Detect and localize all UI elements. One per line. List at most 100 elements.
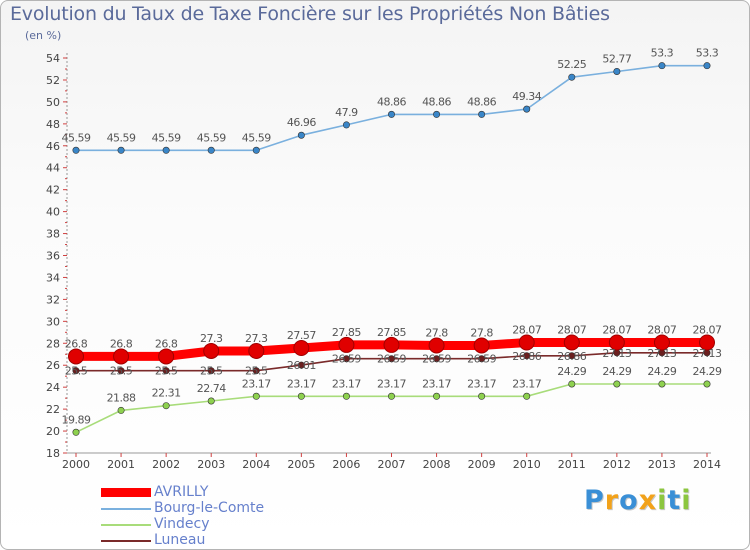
data-point xyxy=(342,392,350,400)
data-point xyxy=(523,352,531,360)
legend-swatch xyxy=(101,508,151,510)
data-label: 47.9 xyxy=(335,106,358,119)
data-point xyxy=(162,402,170,410)
y-tick-label: 32 xyxy=(46,293,60,306)
data-point xyxy=(338,336,355,353)
data-point xyxy=(658,380,666,388)
y-tick-label: 40 xyxy=(46,206,60,219)
data-label: 27.57 xyxy=(287,329,316,342)
data-label: 26.59 xyxy=(332,353,361,366)
data-label: 27.13 xyxy=(647,347,676,360)
data-label: 26.01 xyxy=(287,359,316,372)
data-point xyxy=(428,337,445,354)
data-label: 26.8 xyxy=(155,337,178,350)
y-tick-label: 24 xyxy=(46,381,60,394)
data-label: 19.89 xyxy=(62,413,91,426)
y-tick-label: 42 xyxy=(46,184,60,197)
data-point xyxy=(297,131,305,139)
data-point xyxy=(72,428,80,436)
data-label: 25.5 xyxy=(155,365,178,378)
data-label: 26.59 xyxy=(467,353,496,366)
data-point xyxy=(568,73,576,81)
brand-letter: t xyxy=(667,485,682,516)
y-tick-label: 54 xyxy=(46,52,60,65)
data-label: 27.3 xyxy=(245,332,268,345)
legend-label: Luneau xyxy=(154,532,206,548)
data-label: 48.86 xyxy=(422,95,451,108)
data-label: 45.59 xyxy=(62,131,91,144)
data-point xyxy=(117,367,125,375)
data-point xyxy=(523,105,531,113)
data-label: 27.3 xyxy=(200,332,223,345)
data-label: 28.07 xyxy=(693,324,722,337)
data-point xyxy=(387,355,395,363)
data-point xyxy=(293,339,310,356)
data-point xyxy=(248,342,265,359)
legend-item: AVRILLY xyxy=(101,484,301,501)
data-point xyxy=(72,367,80,375)
data-label: 24.29 xyxy=(557,365,586,378)
data-label: 26.59 xyxy=(422,353,451,366)
data-point xyxy=(563,334,580,351)
axes: 18 20 22 24 26 28 30 32 34 36 38 40 42 44 46 48 50 52 54 20… xyxy=(46,52,721,471)
data-label: 27.13 xyxy=(693,347,722,360)
data-point xyxy=(433,110,441,118)
y-tick-label: 22 xyxy=(46,403,60,416)
data-point xyxy=(68,348,84,365)
data-label: 45.59 xyxy=(152,131,181,144)
brand-letter: P xyxy=(584,485,605,516)
y-tick-label: 36 xyxy=(46,250,60,263)
chart-subtitle: (en %) xyxy=(25,29,62,42)
legend-swatch xyxy=(101,540,151,542)
x-tick-label: 2013 xyxy=(648,458,676,471)
x-tick-label: 2008 xyxy=(423,458,451,471)
y-tick-label: 26 xyxy=(46,359,60,372)
x-tick-label: 2007 xyxy=(378,458,406,471)
data-label: 24.29 xyxy=(647,365,676,378)
data-label: 27.8 xyxy=(425,326,448,339)
data-label: 48.86 xyxy=(467,95,496,108)
data-point xyxy=(473,337,490,354)
data-label: 52.25 xyxy=(557,58,586,71)
data-point xyxy=(703,380,711,388)
data-label: 45.59 xyxy=(197,131,226,144)
data-label: 23.17 xyxy=(377,377,406,390)
brand-letter: i xyxy=(681,485,692,516)
line-chart: 18 20 22 24 26 28 30 32 34 36 38 40 42 44 46 48 50 52 54 20… xyxy=(46,47,722,471)
data-point xyxy=(518,334,535,351)
data-label: 28.07 xyxy=(512,324,541,337)
chart-title: Evolution du Taux de Taxe Foncière sur l… xyxy=(10,3,610,25)
data-point xyxy=(342,355,350,363)
x-tick-label: 2009 xyxy=(468,458,496,471)
data-point xyxy=(613,67,621,75)
data-point xyxy=(387,110,395,118)
data-label: 25.5 xyxy=(110,365,133,378)
data-point xyxy=(478,110,486,118)
data-point xyxy=(207,367,215,375)
data-point xyxy=(158,348,175,365)
data-point xyxy=(433,392,441,400)
data-label: 23.17 xyxy=(332,377,361,390)
x-tick-label: 2000 xyxy=(62,458,90,471)
data-label: 24.29 xyxy=(693,365,722,378)
data-point xyxy=(252,146,260,154)
data-point xyxy=(297,361,305,369)
data-point xyxy=(478,392,486,400)
data-label: 21.88 xyxy=(107,391,136,404)
data-point xyxy=(608,334,625,351)
data-point xyxy=(703,62,711,70)
data-point xyxy=(252,392,260,400)
data-label: 26.86 xyxy=(557,350,586,363)
brand-letter: r xyxy=(604,485,620,516)
data-label: 25.5 xyxy=(245,365,268,378)
data-label: 26.59 xyxy=(377,353,406,366)
y-tick-label: 28 xyxy=(46,337,60,350)
x-tick-label: 2005 xyxy=(287,458,315,471)
data-label: 22.31 xyxy=(152,387,181,400)
data-label: 23.17 xyxy=(512,377,541,390)
data-label: 48.86 xyxy=(377,95,406,108)
data-label: 28.07 xyxy=(557,324,586,337)
data-point xyxy=(207,146,215,154)
data-label: 26.8 xyxy=(65,337,88,350)
x-tick-label: 2001 xyxy=(107,458,135,471)
